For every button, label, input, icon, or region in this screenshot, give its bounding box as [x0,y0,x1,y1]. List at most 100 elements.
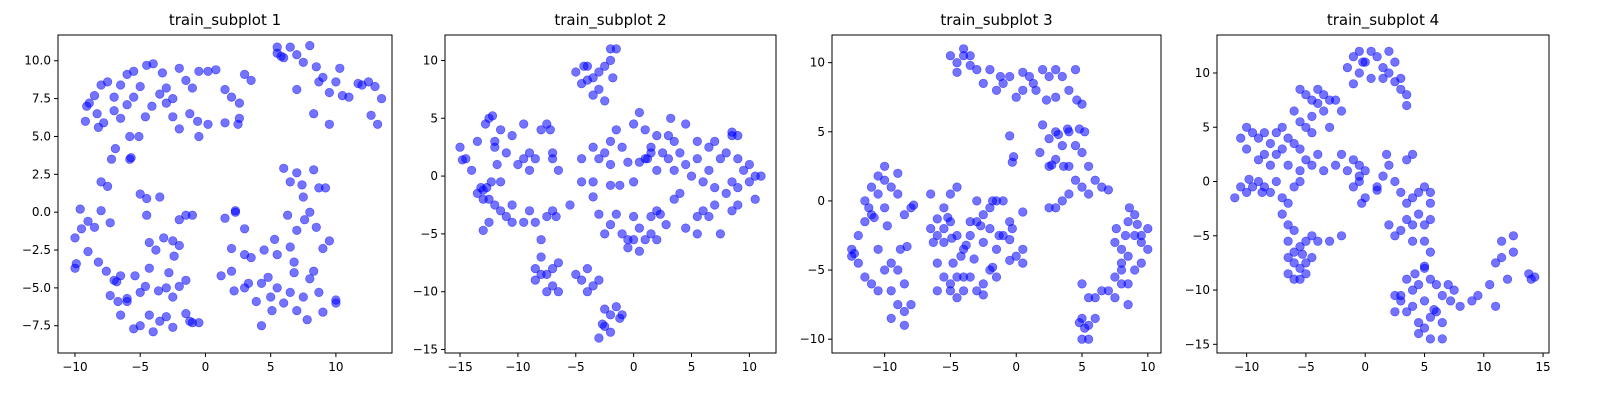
scatter-point [605,136,616,146]
scatter-point [987,196,998,206]
y-tick-label: −5.0 [22,281,51,295]
scatter-point [1319,106,1329,116]
scatter-point [324,87,335,98]
scatter-point [908,200,919,210]
scatter-point [1136,258,1146,268]
scatter-point [1077,279,1087,289]
scatter-point [565,200,575,210]
scatter-point [305,207,315,217]
scatter-point [1384,46,1394,56]
scatter-point [1070,141,1081,151]
scatter-point [1295,274,1305,284]
scatter-point [1348,79,1358,89]
scatter-point [155,89,165,99]
scatter-point [879,203,890,213]
x-tick-label: −5 [131,360,149,374]
scatter-point [229,286,239,296]
scatter-point [1390,57,1400,67]
scatter-point [110,144,120,154]
scatter-point [646,148,656,158]
scatter-point [174,63,184,73]
scatter-point [1116,258,1127,268]
scatter-point [1295,166,1305,176]
scatter-point [455,142,465,152]
scatter-point [168,93,178,104]
scatter-point [1289,258,1299,268]
scatter-point [285,242,295,252]
scatter-point [363,77,374,87]
scatter-point [991,272,1002,282]
scatter-point [83,246,93,257]
scatter-point [939,203,949,213]
scatter-point [125,131,135,142]
scatter-point [1449,285,1459,295]
scatter-point [1473,290,1483,301]
scatter-point [194,131,204,142]
scatter-point [1490,301,1501,311]
scatter-point [1136,230,1146,241]
scatter-point [547,281,558,291]
scatter-point [530,264,540,274]
scatter-point [226,266,237,276]
scatter-point [853,230,863,241]
scatter-point [1372,185,1382,195]
scatter-point [579,61,589,71]
scatter-point [524,165,535,175]
scatter-point [246,75,256,85]
scatter-point [1425,334,1435,344]
scatter-point [122,293,132,304]
y-tick-label: 2.5 [32,167,51,181]
scatter-point [101,266,111,276]
scatter-point [536,125,546,135]
scatter-point [151,245,161,255]
scatter-point [263,272,273,282]
scatter-point [698,206,708,216]
scatter-point [1277,209,1287,219]
scatter-point [1330,95,1341,105]
scatter-point [600,96,610,106]
scatter-point [1378,171,1388,181]
scatter-point [536,252,546,262]
scatter-point [542,211,552,222]
scatter-point [571,67,581,77]
scatter-point [311,62,321,72]
scatter-point [1358,57,1368,67]
scatter-point [1429,305,1439,315]
scatter-point [1445,296,1456,306]
scatter-point [240,224,250,234]
scatter-point [978,290,988,300]
scatter-point [1058,161,1069,171]
scatter-point [1018,258,1028,268]
scatter-point [285,177,295,187]
scatter-point [1419,296,1430,306]
scatter-point [1116,279,1127,289]
scatter-point [1396,225,1406,235]
scatter-point [932,286,942,296]
scatter-point [1271,176,1281,187]
scatter-point [314,77,324,87]
scatter-point [292,84,302,95]
scatter-point [1342,62,1352,73]
scatter-point [952,58,962,68]
scatter-point [1402,307,1412,317]
scatter-point [279,298,289,308]
scatter-point [948,258,958,268]
scatter-point [1354,46,1364,56]
scatter-point [1437,290,1447,301]
scatter-point [1396,187,1406,197]
scatter-point [1130,265,1140,275]
scatter-point [623,243,633,253]
scatter-point [1283,198,1293,208]
scatter-point [181,75,191,85]
scatter-point [958,272,969,282]
scatter-point [987,262,998,272]
scatter-point [873,244,883,254]
scatter-point [102,77,113,87]
scatter-point [978,78,988,88]
scatter-point [1490,258,1501,268]
scatter-point [320,183,331,193]
scatter-point [733,183,743,193]
scatter-point [873,286,883,296]
scatter-point [318,243,328,254]
scatter-point [879,265,890,275]
